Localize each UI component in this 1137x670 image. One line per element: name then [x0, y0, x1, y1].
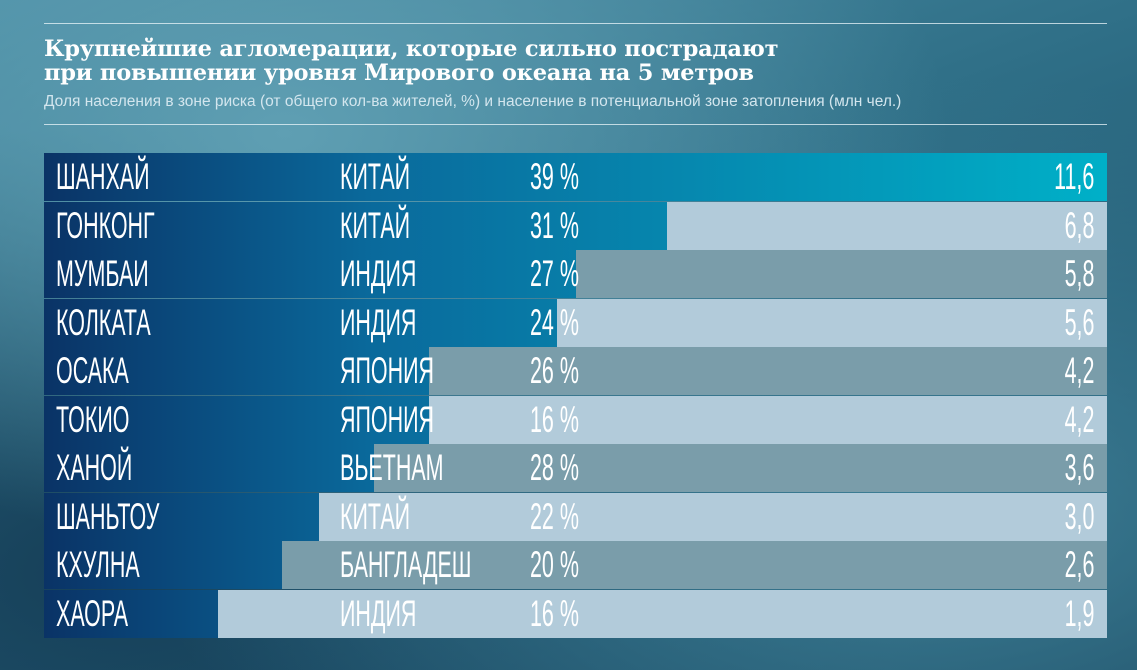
share-label: 20 % — [530, 544, 579, 585]
city-label: ХАНОЙ — [56, 447, 133, 488]
share-label: 39 % — [530, 156, 579, 197]
country-label: ИНДИЯ — [340, 301, 417, 343]
city-label: ШАНХАЙ — [56, 156, 150, 197]
bar-row: ГОНКОНГ КИТАЙ 31 % 6,8 — [44, 201, 1107, 250]
population-bar — [44, 589, 218, 638]
share-label: 27 % — [530, 253, 579, 294]
bar-row: КОЛКАТА ИНДИЯ 24 % 5,6 — [44, 298, 1107, 347]
population-value-label: 2,6 — [1064, 544, 1094, 585]
city-label: ТОКИО — [56, 398, 130, 440]
city-label: ХАОРА — [56, 592, 129, 634]
population-bar — [44, 298, 557, 347]
share-label: 16 % — [530, 592, 579, 634]
country-label: ИНДИЯ — [340, 592, 417, 634]
population-value-label: 5,8 — [1064, 253, 1094, 294]
bar-row: ХАНОЙ ВЬЕТНАМ 28 % 3,6 — [44, 444, 1107, 492]
population-value-label: 3,0 — [1064, 495, 1094, 537]
city-label: ОСАКА — [56, 350, 129, 391]
population-value-label: 6,8 — [1064, 204, 1094, 246]
population-bar — [44, 153, 1107, 201]
population-bar — [44, 541, 282, 589]
bar-row: МУМБАИ ИНДИЯ 27 % 5,8 — [44, 250, 1107, 298]
country-label: ВЬЕТНАМ — [340, 447, 444, 488]
share-label: 16 % — [530, 398, 579, 440]
population-bar — [44, 250, 576, 298]
bar-chart: ШАНХАЙ КИТАЙ 39 % 11,6 ГОНКОНГ КИТАЙ 31 % 6,8 МУ… — [44, 153, 1107, 638]
population-bar — [44, 444, 374, 492]
population-bar — [44, 347, 429, 395]
share-label: 26 % — [530, 350, 579, 391]
population-value-label: 4,2 — [1064, 398, 1094, 440]
city-label: МУМБАИ — [56, 253, 149, 294]
share-label: 24 % — [530, 301, 579, 343]
city-label: ШАНЬТОУ — [56, 495, 160, 537]
country-label: КИТАЙ — [340, 495, 411, 537]
chart-title: Крупнейшие агломерации, которые сильно п… — [44, 37, 1107, 85]
city-label: КХУЛНА — [56, 544, 140, 585]
country-label: ЯПОНИЯ — [340, 398, 435, 440]
population-value-label: 3,6 — [1064, 447, 1094, 488]
share-label: 28 % — [530, 447, 579, 488]
share-label: 31 % — [530, 204, 579, 246]
country-label: КИТАЙ — [340, 156, 411, 197]
chart-subtitle: Доля населения в зоне риска (от общего к… — [44, 93, 902, 110]
city-label: КОЛКАТА — [56, 301, 151, 343]
bar-background — [44, 589, 1107, 638]
bar-row: ТОКИО ЯПОНИЯ 16 % 4,2 — [44, 395, 1107, 444]
country-label: КИТАЙ — [340, 204, 411, 246]
country-label: БАНГЛАДЕШ — [340, 544, 472, 585]
title-line-1: Крупнейшие агломерации, которые сильно п… — [44, 36, 779, 62]
bar-row: ХАОРА ИНДИЯ 16 % 1,9 — [44, 589, 1107, 638]
population-value-label: 4,2 — [1064, 350, 1094, 391]
population-value-label: 5,6 — [1064, 301, 1094, 343]
divider-rule — [44, 124, 1107, 125]
bar-row: ОСАКА ЯПОНИЯ 26 % 4,2 — [44, 347, 1107, 395]
city-label: ГОНКОНГ — [56, 204, 155, 246]
title-line-2: при повышении уровня Мирового океана на … — [44, 60, 754, 86]
country-label: ЯПОНИЯ — [340, 350, 435, 391]
share-label: 22 % — [530, 495, 579, 537]
country-label: ИНДИЯ — [340, 253, 417, 294]
population-value-label: 1,9 — [1064, 592, 1094, 634]
bar-row: КХУЛНА БАНГЛАДЕШ 20 % 2,6 — [44, 541, 1107, 589]
bar-row: ШАНХАЙ КИТАЙ 39 % 11,6 — [44, 153, 1107, 201]
population-bar — [44, 395, 429, 444]
top-rule — [44, 23, 1107, 24]
population-bar — [44, 492, 319, 541]
population-bar — [44, 201, 667, 250]
bar-row: ШАНЬТОУ КИТАЙ 22 % 3,0 — [44, 492, 1107, 541]
population-value-label: 11,6 — [1053, 156, 1094, 197]
